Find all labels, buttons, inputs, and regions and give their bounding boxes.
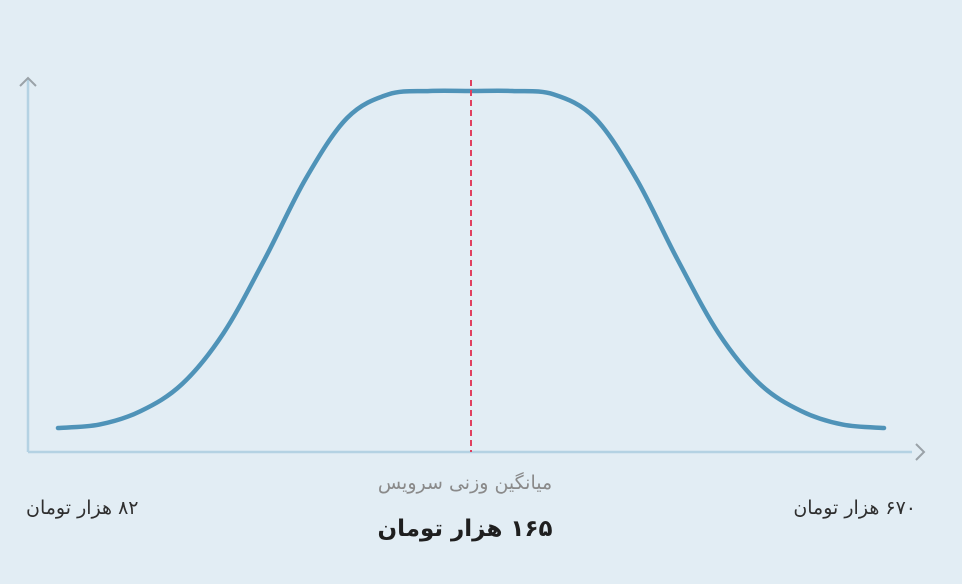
y-axis-arrow-icon [19, 76, 37, 87]
mean-caption: میانگین وزنی سرویس [377, 472, 553, 494]
x-min-label: ۸۲ هزار تومان [26, 497, 139, 519]
x-axis-arrow-icon [915, 443, 926, 461]
mean-value: ۱۶۵ هزار تومان [377, 516, 553, 542]
x-max-label: ۶۷۰ هزار تومان [793, 497, 916, 519]
